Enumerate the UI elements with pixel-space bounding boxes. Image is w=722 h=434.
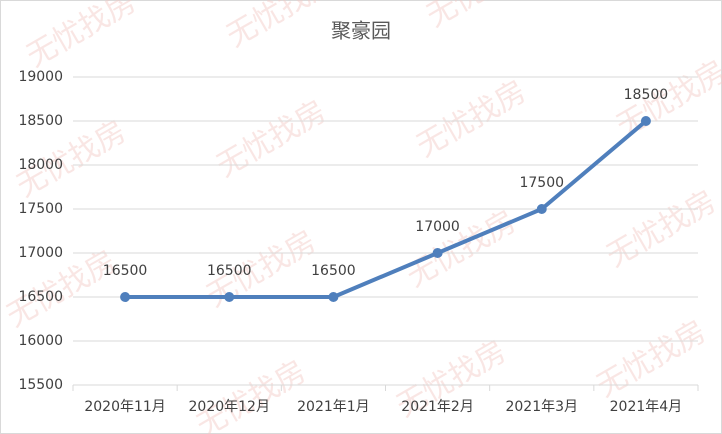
y-tick-label: 18500 <box>18 113 63 129</box>
data-label: 16500 <box>207 263 252 279</box>
data-label: 17000 <box>415 219 460 235</box>
y-tick-label: 15500 <box>18 377 63 393</box>
x-tick-label: 2021年3月 <box>505 399 578 415</box>
line <box>125 119 648 299</box>
y-tick-label: 19000 <box>18 69 63 85</box>
data-label: 16500 <box>103 263 148 279</box>
x-tick-label: 2021年1月 <box>297 399 370 415</box>
y-tick-label: 18000 <box>18 157 63 173</box>
y-tick-label: 16000 <box>18 333 63 349</box>
point <box>120 292 131 302</box>
y-tick-label: 17000 <box>18 245 63 261</box>
y-tick-label: 17500 <box>18 201 63 217</box>
point <box>328 292 339 302</box>
point <box>536 204 547 214</box>
data-label: 17500 <box>519 175 564 191</box>
data-label: 18500 <box>624 87 669 103</box>
point <box>432 248 443 258</box>
x-tick-label: 2021年2月 <box>401 399 474 415</box>
point <box>640 116 651 126</box>
chart-title: 聚豪园 <box>331 19 391 43</box>
x-tick-label: 2021年4月 <box>610 399 683 415</box>
x-tick-label: 2020年12月 <box>189 399 270 415</box>
point <box>224 292 235 302</box>
data-label: 16500 <box>311 263 356 279</box>
x-tick-label: 2020年11月 <box>84 399 165 415</box>
y-tick-label: 16500 <box>18 289 63 305</box>
